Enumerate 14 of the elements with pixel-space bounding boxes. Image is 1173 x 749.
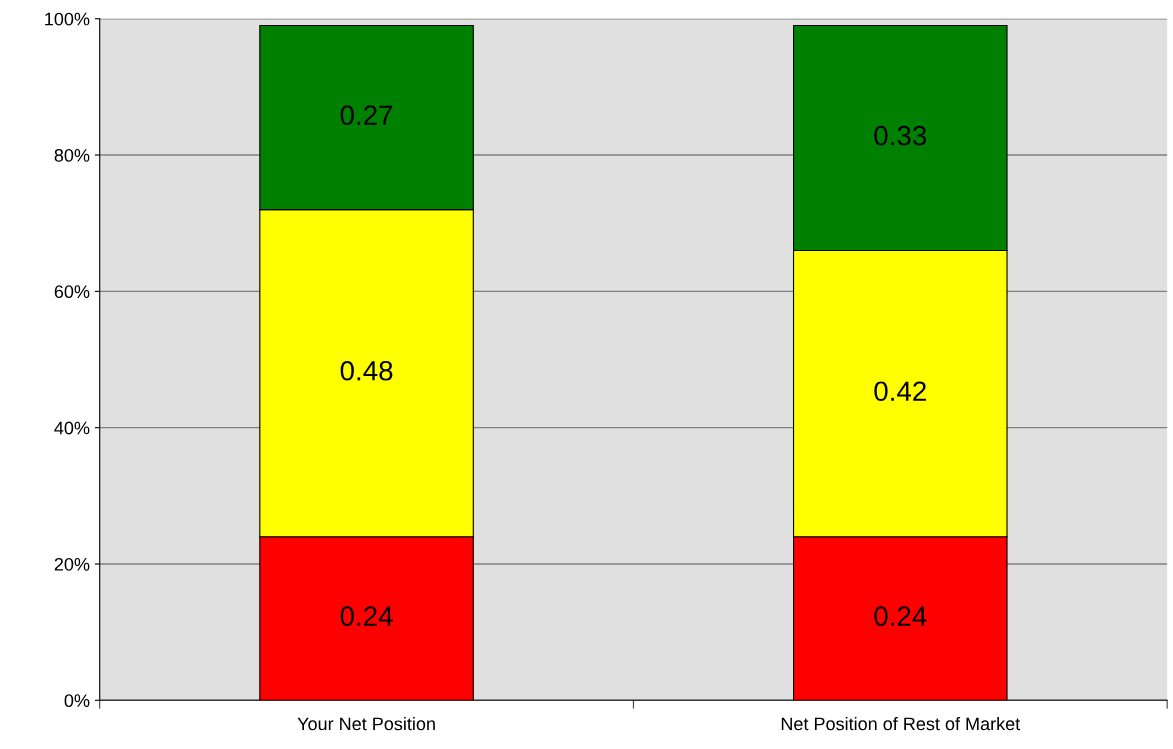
y-tick-label: 40%: [54, 421, 90, 435]
data-label: 0.24: [874, 606, 927, 626]
y-tick-label: 60%: [54, 285, 90, 299]
data-label: 0.42: [874, 381, 926, 402]
x-tick-label: Net Position of Rest of Market: [781, 716, 1021, 731]
data-label: 0.24: [340, 606, 393, 626]
y-tick-label: 100%: [45, 12, 90, 26]
y-tick-label: 80%: [54, 148, 90, 162]
y-tick-label: 20%: [54, 557, 90, 571]
data-label: 0.33: [874, 125, 927, 146]
data-label: 0.27: [340, 105, 393, 126]
data-label: 0.48: [340, 360, 393, 381]
y-tick-label: 0%: [64, 694, 90, 708]
x-tick-label: Your Net Position: [297, 716, 435, 731]
